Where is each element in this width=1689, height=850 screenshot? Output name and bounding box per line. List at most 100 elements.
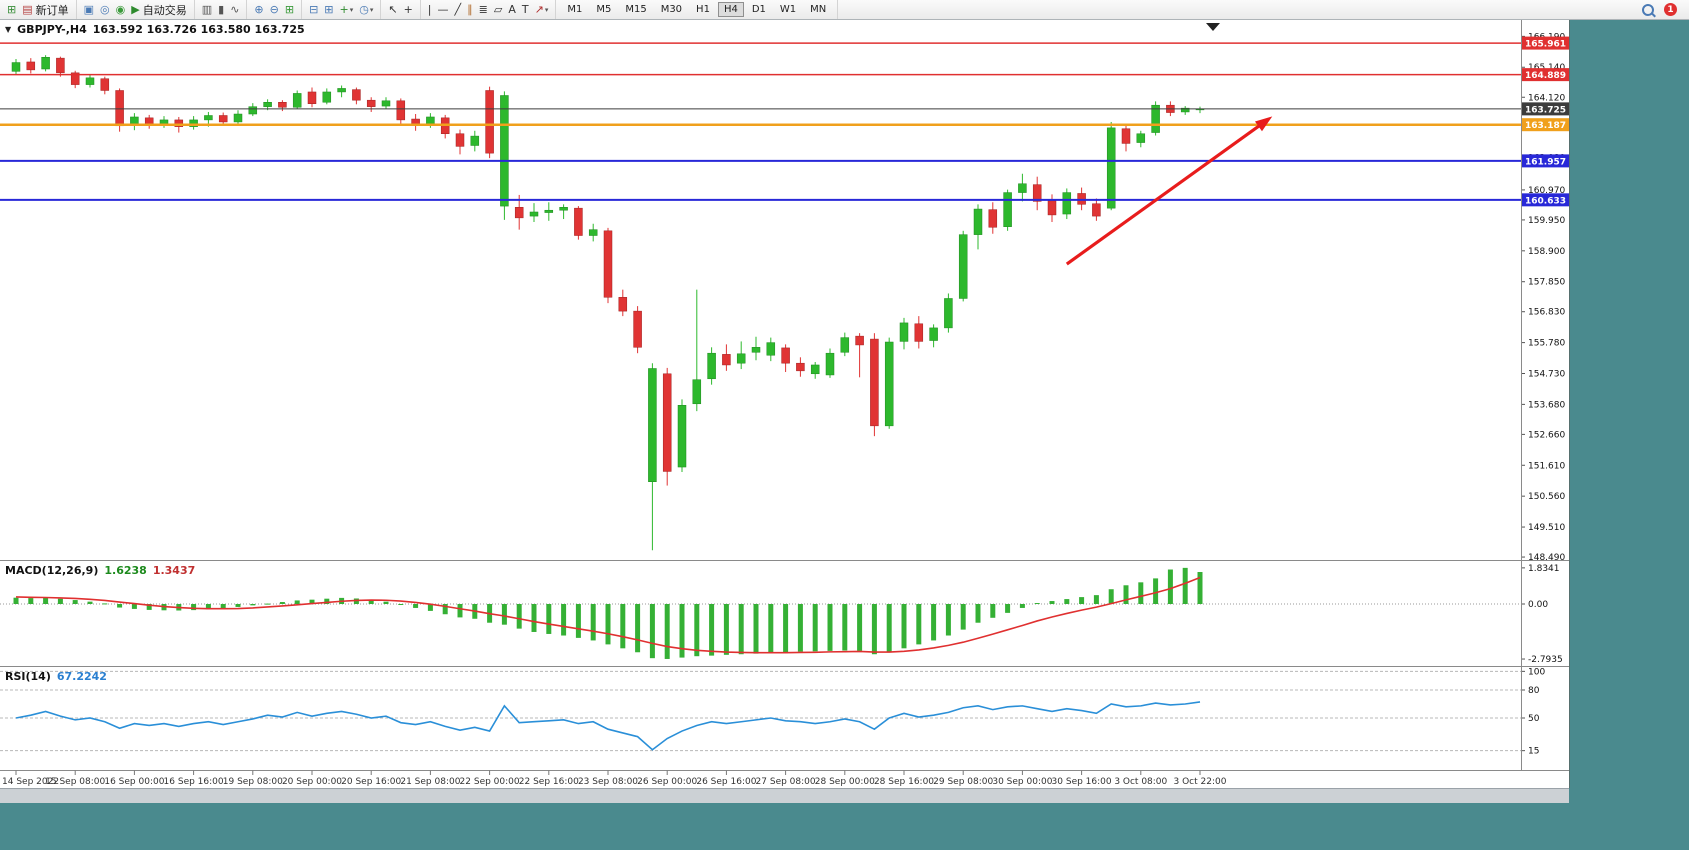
text-label-icon[interactable]: T — [520, 2, 531, 18]
candle-body — [1151, 104, 1160, 133]
macd-bar — [753, 604, 759, 654]
auto-trading-button[interactable]: ▶ 自动交易 — [129, 2, 188, 18]
timeframe-m5-button[interactable]: M5 — [596, 4, 612, 15]
auto-scroll-icon[interactable]: ⊟ — [307, 2, 320, 18]
chart-shift-icon[interactable]: ⊞ — [322, 2, 335, 18]
macd-name: MACD(12,26,9) — [5, 564, 99, 577]
vertical-line-icon[interactable]: | — [426, 2, 434, 18]
macd-bar — [768, 604, 774, 653]
price-axis-label: 160.970 — [1528, 186, 1565, 196]
search-icon[interactable] — [1642, 3, 1654, 16]
market-watch-icon: ◎ — [100, 3, 110, 16]
time-axis-label: 27 Sep 08:00 — [756, 777, 816, 787]
candlestick-chart-icon[interactable]: ▮ — [216, 2, 226, 18]
navigator-icon[interactable]: ◉ — [114, 2, 128, 18]
price-axis-label: 156.830 — [1528, 308, 1565, 318]
candle-body — [174, 119, 184, 127]
shapes-icon[interactable]: ▱ — [492, 2, 504, 18]
price-axis-label: 149.510 — [1528, 523, 1565, 533]
profiles-icon[interactable]: ▣ — [82, 2, 96, 18]
timeframe-mn-button[interactable]: MN — [810, 4, 827, 15]
channel-icon[interactable]: ∥ — [465, 2, 475, 18]
notification-badge[interactable]: 1 — [1664, 3, 1677, 16]
macd-bar — [842, 604, 848, 651]
timeframe-m15-button[interactable]: M15 — [625, 4, 647, 15]
timeframe-d1-button[interactable]: D1 — [751, 4, 766, 15]
macd-signal-line — [15, 576, 1201, 654]
candle-body — [292, 93, 302, 108]
new-chart-icon[interactable]: ⊞ — [5, 2, 18, 18]
horizontal-line-icon[interactable]: — — [436, 2, 451, 18]
chart-window: 166.190165.140164.120163.100162.080160.9… — [0, 19, 1570, 788]
time-axis-label: 20 Sep 00:00 — [282, 777, 342, 787]
price-axis-label: 152.660 — [1528, 430, 1565, 440]
timeframe-h1-button[interactable]: H1 — [696, 4, 710, 15]
zoom-in-icon[interactable]: ⊕ — [252, 2, 265, 18]
price-badge — [1522, 154, 1569, 168]
candle-body — [1180, 107, 1190, 113]
macd-bar — [1182, 567, 1188, 604]
bar-chart-icon[interactable]: ▥ — [200, 2, 214, 18]
candle-body — [766, 342, 776, 356]
toolbar-group-zoom: ⊕ ⊖ ⊞ — [247, 0, 303, 19]
add-indicator-icon[interactable]: + ▾ — [338, 2, 356, 18]
price-badge-value: 160.633 — [1525, 196, 1566, 206]
macd-bar — [191, 604, 197, 611]
price-badge — [1522, 193, 1569, 207]
period-icon[interactable]: ◷ ▾ — [357, 2, 375, 18]
candle-body — [56, 57, 65, 74]
ohlc-values: 163.592 163.726 163.580 163.725 — [92, 23, 305, 36]
fibonacci-icon[interactable]: ≣ — [477, 2, 490, 18]
zoom-out-icon[interactable]: ⊖ — [268, 2, 281, 18]
price-axis-label: 153.680 — [1528, 400, 1565, 410]
arrows-icon[interactable]: ↗ ▾ — [533, 2, 551, 18]
time-axis-label: 16 Sep 00:00 — [104, 777, 164, 787]
candle-body — [870, 338, 879, 427]
macd-bar — [797, 604, 803, 652]
macd-bar — [309, 599, 315, 604]
timeframe-w1-button[interactable]: W1 — [779, 4, 797, 15]
candle-body — [248, 106, 258, 115]
macd-bar — [413, 604, 419, 608]
macd-bar — [1005, 604, 1011, 613]
tile-windows-icon[interactable]: ⊞ — [283, 2, 296, 18]
time-axis-label: 14 Sep 2022 — [2, 777, 59, 787]
chart-shift-icon: ⊞ — [324, 3, 334, 16]
candle-body — [233, 113, 243, 123]
text-icon[interactable]: A — [506, 2, 518, 18]
candle-body — [810, 364, 820, 375]
macd-indicator-label: MACD(12,26,9) 1.6238 1.3437 — [5, 564, 195, 577]
auto-trading-label: 自动交易 — [142, 3, 187, 17]
macd-bar — [235, 604, 241, 607]
timeframe-m30-button[interactable]: M30 — [660, 4, 683, 15]
macd-bar — [324, 598, 330, 604]
rsi-axis-label: 15 — [1528, 747, 1539, 757]
macd-bar — [457, 604, 463, 618]
crosshair-icon[interactable]: + — [402, 2, 415, 18]
macd-main-value: 1.6238 — [104, 564, 147, 577]
macd-bar — [28, 598, 34, 604]
market-watch-icon[interactable]: ◎ — [98, 2, 112, 18]
scroll-to-end-marker[interactable] — [1206, 23, 1220, 31]
toolbar-right: 1 — [1642, 3, 1689, 16]
cursor-icon[interactable]: ↖ — [386, 2, 399, 18]
trendline-icon[interactable]: ╱ — [453, 2, 464, 18]
macd-bar — [1153, 578, 1159, 604]
price-badge — [1522, 118, 1569, 132]
trend-arrow[interactable] — [1065, 119, 1268, 266]
macd-bar — [916, 604, 922, 645]
new-order-button[interactable]: ▤ 新订单 — [20, 2, 70, 18]
candle-body — [85, 77, 95, 85]
chart-canvas[interactable]: 166.190165.140164.120163.100162.080160.9… — [0, 19, 1569, 788]
macd-histogram — [13, 567, 1203, 659]
price-axis-label: 164.120 — [1528, 93, 1565, 103]
timeframe-m1-button[interactable]: M1 — [567, 4, 583, 15]
line-chart-icon[interactable]: ∿ — [228, 2, 241, 18]
candle-body — [1136, 133, 1146, 143]
macd-bar — [561, 604, 567, 636]
chart-menu-icon[interactable]: ▼ — [5, 25, 12, 34]
price-badge-value: 165.961 — [1525, 40, 1566, 50]
timeframe-h4-button[interactable]: H4 — [717, 2, 744, 17]
horizontal-scrollbar[interactable] — [0, 788, 1569, 803]
candle-body — [544, 209, 554, 213]
